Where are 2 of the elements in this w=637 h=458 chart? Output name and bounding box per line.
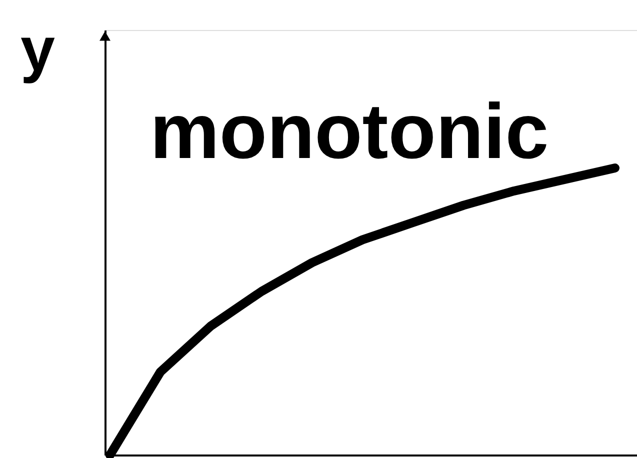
chart-title: monotonic xyxy=(150,87,549,175)
y-axis-title: y xyxy=(20,16,56,84)
